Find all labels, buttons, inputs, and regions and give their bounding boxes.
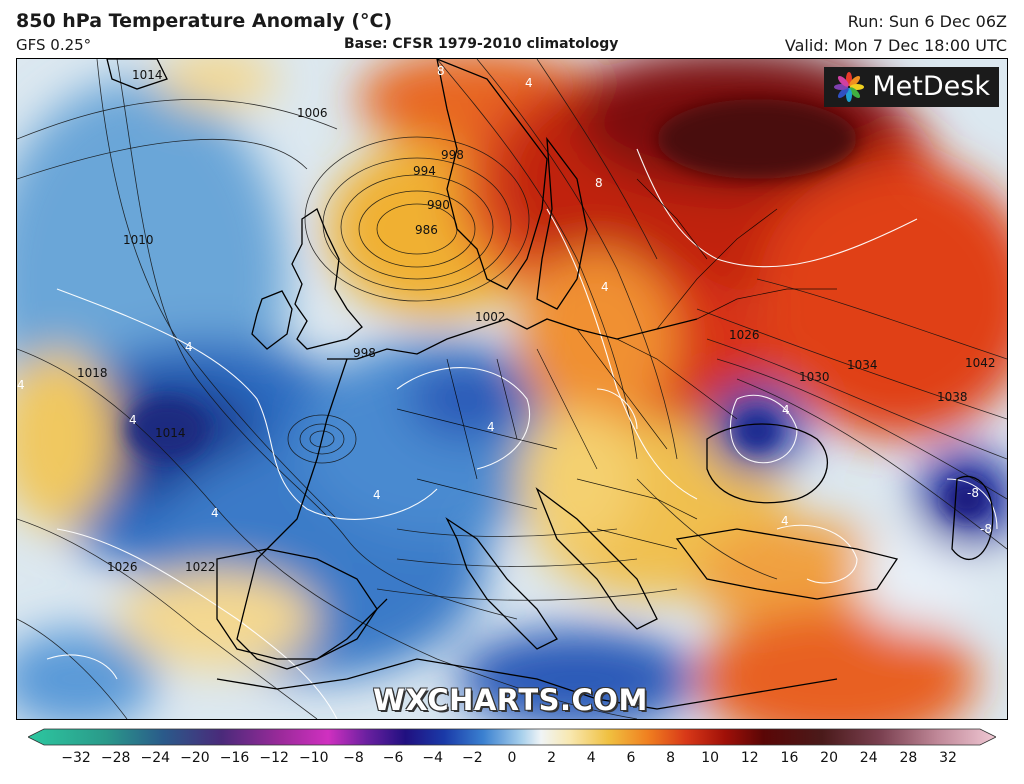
anomaly-label: -8: [967, 486, 979, 500]
isobar-label: 1026: [107, 560, 138, 574]
color-bar-tick: −16: [219, 750, 250, 766]
color-bar-tick: 20: [820, 750, 838, 766]
color-bar-tick: 28: [899, 750, 918, 766]
isobar-label: 998: [353, 346, 376, 360]
color-bar-tick: −6: [382, 750, 404, 766]
anomaly-label: 4: [781, 514, 789, 528]
isobar-label: 1030: [799, 370, 830, 384]
color-bar-tick: 16: [780, 750, 799, 766]
isobar-label: 994: [413, 164, 436, 178]
isobar-label: 1006: [297, 106, 328, 120]
isobar-label: 1038: [937, 390, 968, 404]
isobar-label-group: 1014 1006 998 994 990 986 1010 1018 1014…: [77, 68, 996, 574]
color-bar-tick: 32: [939, 750, 957, 766]
metdesk-flower-icon: [834, 71, 865, 102]
isobar-label: 1010: [123, 233, 154, 247]
isobar-label: 1018: [77, 366, 108, 380]
anomaly-label: 4: [525, 76, 533, 90]
anomaly-detail: [127, 99, 989, 519]
color-bar-tick: 12: [740, 750, 759, 766]
anomaly-label: 4: [373, 488, 381, 502]
color-bar-tick: 8: [666, 750, 675, 766]
anomaly-label-group: 8 4 8 4 4 4 4 4 4 4 4 4 -8 -8: [17, 64, 992, 536]
isobar-label: 1034: [847, 358, 878, 372]
map-title: 850 hPa Temperature Anomaly (°C): [16, 10, 393, 32]
valid-time-label: Valid: Mon 7 Dec 18:00 UTC: [784, 36, 1007, 55]
color-bar-tick: −2: [462, 750, 483, 766]
isobar-label: 998: [441, 148, 464, 162]
color-bar: [28, 728, 996, 746]
anomaly-label: 4: [185, 340, 193, 354]
anomaly-label: 8: [437, 64, 445, 78]
isobar-label: 1002: [475, 310, 506, 324]
color-bar-tick: 2: [547, 750, 557, 766]
isobar-label: 1014: [155, 426, 186, 440]
color-bar-tick: −10: [299, 750, 329, 766]
isobar-label: 986: [415, 223, 438, 237]
color-bar-tick: −12: [259, 750, 289, 766]
metdesk-logo: MetDesk: [824, 67, 999, 107]
color-bar-tick: −20: [180, 750, 210, 766]
anomaly-label: 4: [487, 420, 495, 434]
country-borders: [396, 178, 837, 550]
anomaly-contours: [46, 148, 998, 719]
anomaly-label: 4: [782, 403, 790, 417]
anomaly-map[interactable]: 1014 1006 998 994 990 986 1010 1018 1014…: [16, 58, 1008, 720]
color-bar-tick: −4: [422, 750, 444, 766]
anomaly-label: 4: [17, 378, 25, 392]
map-canvas: 1014 1006 998 994 990 986 1010 1018 1014…: [17, 59, 1007, 719]
climatology-base-label: Base: CFSR 1979-2010 climatology: [344, 36, 619, 52]
isobar-label: 1026: [729, 328, 760, 342]
color-bar-tick: −24: [140, 750, 171, 766]
isobar-label: 1042: [965, 356, 996, 370]
model-label: GFS 0.25°: [16, 36, 92, 54]
color-bar-tick: 0: [507, 750, 517, 766]
color-bar-tick: 10: [701, 750, 720, 766]
anomaly-label: 4: [601, 280, 609, 294]
anomaly-label: 8: [595, 176, 603, 190]
color-bar-tick: 6: [626, 750, 636, 766]
anomaly-label: 4: [211, 506, 219, 520]
isobar-label: 1014: [132, 68, 163, 82]
metdesk-logo-text: MetDesk: [872, 71, 990, 102]
run-time-label: Run: Sun 6 Dec 06Z: [847, 12, 1007, 31]
color-bar-tick: −32: [61, 750, 91, 766]
wxcharts-watermark: WXCHARTS.COM: [373, 683, 648, 717]
color-bar-tick: −8: [343, 750, 364, 766]
color-bar-tick: 4: [586, 750, 596, 766]
color-bar-tick: −28: [100, 750, 131, 766]
anomaly-label: 4: [129, 413, 137, 427]
isobar-label: 990: [427, 198, 450, 212]
color-bar-tick: 24: [859, 750, 878, 766]
anomaly-label: -8: [980, 522, 992, 536]
isobar-label: 1022: [185, 560, 216, 574]
